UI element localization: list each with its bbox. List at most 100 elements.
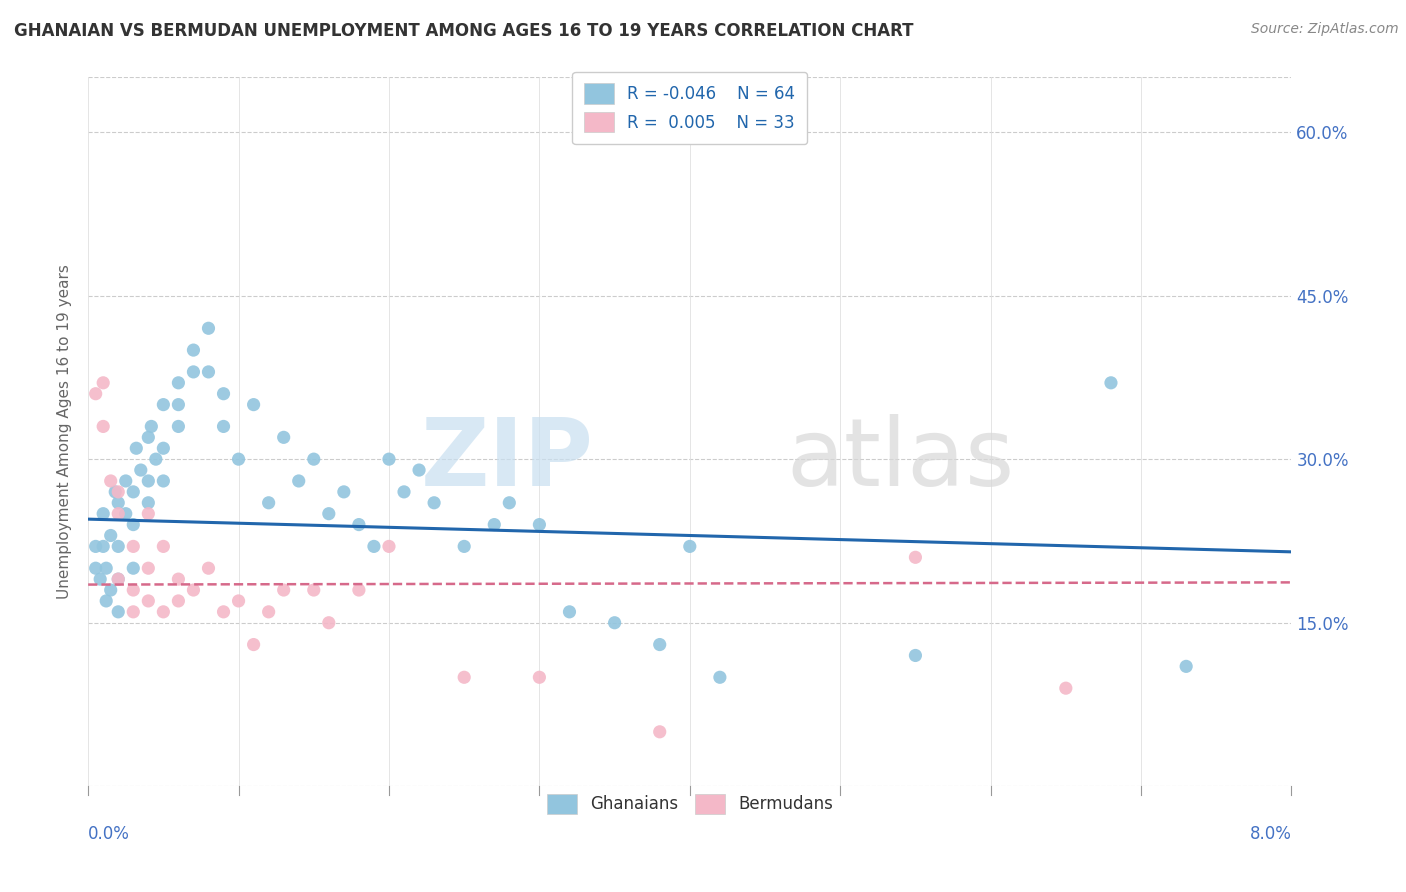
- Point: [152, 398, 174, 412]
- Point: [91, 540, 114, 554]
- Point: [107, 572, 129, 586]
- Point: [242, 638, 264, 652]
- Point: [167, 398, 190, 412]
- Point: [679, 540, 702, 554]
- Point: [484, 517, 506, 532]
- Point: [100, 528, 122, 542]
- Y-axis label: Unemployment Among Ages 16 to 19 years: Unemployment Among Ages 16 to 19 years: [58, 264, 72, 599]
- Point: [167, 419, 190, 434]
- Point: [89, 572, 111, 586]
- Point: [257, 496, 280, 510]
- Point: [136, 496, 159, 510]
- Point: [333, 484, 356, 499]
- Point: [408, 463, 430, 477]
- Point: [136, 594, 159, 608]
- Point: [167, 594, 190, 608]
- Point: [183, 582, 205, 597]
- Point: [122, 484, 145, 499]
- Point: [183, 365, 205, 379]
- Point: [302, 582, 325, 597]
- Point: [529, 517, 551, 532]
- Point: [529, 670, 551, 684]
- Point: [212, 605, 235, 619]
- Point: [114, 507, 136, 521]
- Point: [152, 540, 174, 554]
- Point: [107, 507, 129, 521]
- Point: [152, 442, 174, 456]
- Text: 8.0%: 8.0%: [1250, 824, 1292, 843]
- Point: [318, 615, 340, 630]
- Point: [84, 561, 107, 575]
- Text: atlas: atlas: [786, 414, 1014, 507]
- Point: [197, 321, 219, 335]
- Point: [453, 670, 475, 684]
- Point: [257, 605, 280, 619]
- Point: [228, 452, 250, 467]
- Point: [498, 496, 520, 510]
- Point: [122, 540, 145, 554]
- Point: [136, 430, 159, 444]
- Point: [318, 507, 340, 521]
- Point: [392, 484, 415, 499]
- Point: [104, 484, 127, 499]
- Point: [558, 605, 581, 619]
- Point: [136, 507, 159, 521]
- Point: [378, 452, 401, 467]
- Point: [423, 496, 446, 510]
- Text: ZIP: ZIP: [420, 414, 593, 507]
- Point: [84, 386, 107, 401]
- Point: [709, 670, 731, 684]
- Point: [212, 419, 235, 434]
- Point: [1099, 376, 1122, 390]
- Legend: Ghanaians, Bermudans: Ghanaians, Bermudans: [540, 787, 839, 821]
- Point: [129, 463, 152, 477]
- Point: [96, 594, 118, 608]
- Point: [107, 484, 129, 499]
- Point: [107, 605, 129, 619]
- Point: [1054, 681, 1077, 696]
- Point: [141, 419, 163, 434]
- Point: [145, 452, 167, 467]
- Point: [212, 386, 235, 401]
- Point: [122, 582, 145, 597]
- Point: [107, 572, 129, 586]
- Point: [100, 474, 122, 488]
- Point: [122, 605, 145, 619]
- Point: [96, 561, 118, 575]
- Point: [228, 594, 250, 608]
- Point: [363, 540, 385, 554]
- Point: [122, 517, 145, 532]
- Text: GHANAIAN VS BERMUDAN UNEMPLOYMENT AMONG AGES 16 TO 19 YEARS CORRELATION CHART: GHANAIAN VS BERMUDAN UNEMPLOYMENT AMONG …: [14, 22, 914, 40]
- Point: [904, 648, 927, 663]
- Point: [1175, 659, 1198, 673]
- Point: [242, 398, 264, 412]
- Point: [125, 442, 148, 456]
- Point: [273, 582, 295, 597]
- Point: [302, 452, 325, 467]
- Point: [100, 582, 122, 597]
- Point: [107, 540, 129, 554]
- Point: [378, 540, 401, 554]
- Point: [122, 561, 145, 575]
- Point: [273, 430, 295, 444]
- Point: [167, 572, 190, 586]
- Point: [136, 474, 159, 488]
- Text: Source: ZipAtlas.com: Source: ZipAtlas.com: [1251, 22, 1399, 37]
- Point: [197, 365, 219, 379]
- Text: 0.0%: 0.0%: [89, 824, 129, 843]
- Point: [648, 724, 671, 739]
- Point: [287, 474, 309, 488]
- Point: [91, 507, 114, 521]
- Point: [183, 343, 205, 357]
- Point: [453, 540, 475, 554]
- Point: [904, 550, 927, 565]
- Point: [197, 561, 219, 575]
- Point: [648, 638, 671, 652]
- Point: [603, 615, 626, 630]
- Point: [152, 474, 174, 488]
- Point: [347, 582, 370, 597]
- Point: [114, 474, 136, 488]
- Point: [136, 561, 159, 575]
- Point: [107, 496, 129, 510]
- Point: [91, 419, 114, 434]
